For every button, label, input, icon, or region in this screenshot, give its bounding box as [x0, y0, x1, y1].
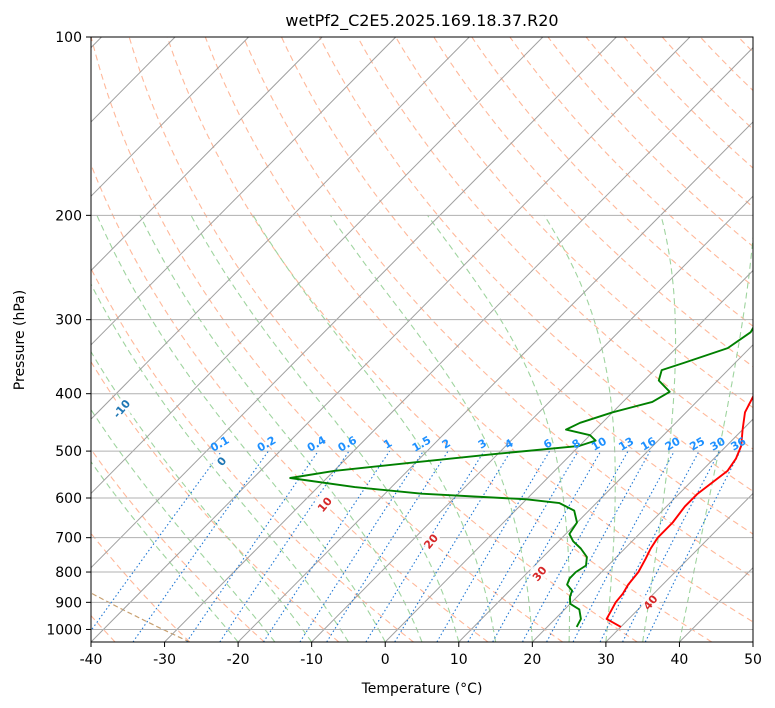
x-tick-label: -40 [80, 652, 103, 668]
chart-title: wetPf2_C2E5.2025.169.18.37.R20 [285, 11, 558, 31]
x-tick-label: -30 [153, 652, 176, 668]
x-tick-label: 20 [523, 652, 541, 668]
isotherm-line [91, 37, 470, 420]
isotherm-line [91, 37, 323, 272]
isotherm-line [531, 418, 753, 642]
moist-adiabat-line [642, 215, 677, 642]
y-axis: 100 200 300 400 500 600 700 800 900 1000 [46, 30, 91, 638]
moist-adiabat-line [329, 214, 533, 642]
x-axis-label: Temperature (°C) [361, 681, 483, 697]
x-tick-label: 10 [450, 652, 468, 668]
y-axis-label: Pressure (hPa) [12, 290, 28, 390]
moist-adiabat-line [91, 350, 313, 642]
plot-frame [90, 36, 754, 643]
isotherm-line [752, 641, 753, 642]
y-tick-label: 1000 [46, 622, 82, 638]
isotherm-line [91, 37, 249, 197]
dry-adiabat-line [204, 37, 753, 623]
dry-adiabat-label-bg [530, 566, 549, 579]
mixing-ratio-line [299, 450, 424, 642]
x-tick-label: -20 [227, 652, 250, 668]
y-tick-label: 100 [55, 30, 82, 46]
moist-adiabat-line [139, 215, 423, 642]
y-tick-label: 200 [55, 208, 82, 224]
isotherm-line [458, 344, 753, 642]
dry-adiabat-label-bg [421, 534, 440, 547]
mixing-ratio-line [91, 450, 223, 632]
dry-adiabat-label-bg [641, 595, 660, 608]
moist-adiabat-line [91, 408, 276, 642]
dry-adiabat-line [471, 37, 753, 327]
mixing-ratio-line [644, 450, 741, 642]
moist-adiabat-line [427, 214, 571, 642]
moist-adiabat-line [96, 215, 386, 642]
x-tick-label: 50 [744, 652, 762, 668]
moist-adiabat-line [678, 230, 753, 642]
dry-adiabat-label-bg [212, 454, 231, 467]
mixing-ratio-line [394, 450, 512, 642]
isotherm-line [237, 121, 753, 642]
x-axis: -40 -30 -20 -10 0 10 20 30 40 50 [80, 642, 762, 668]
mixing-ratio-line [546, 450, 651, 642]
mixing-ratio-line [263, 450, 391, 642]
dry-adiabat-line [242, 37, 753, 579]
x-tick-label: 40 [671, 652, 689, 668]
moist-adiabat-line [190, 215, 460, 642]
dry-adiabat-line [281, 37, 753, 535]
mixing-ratio-line [132, 450, 269, 642]
mixing-ratio-line [186, 450, 319, 642]
isotherm-line [91, 37, 397, 346]
dry-adiabat-label-bg [112, 401, 131, 414]
dry-adiabat-label-bg [315, 497, 334, 510]
dry-adiabat-line [128, 37, 638, 642]
isotherm-line [91, 37, 617, 569]
isotherm-line [605, 492, 753, 642]
y-tick-label: 300 [55, 313, 82, 329]
mixing-ratio-line [522, 450, 629, 642]
moist-adiabat-line [543, 215, 616, 642]
y-tick-label: 900 [55, 595, 82, 611]
dry-adiabat-line [91, 267, 414, 642]
dry-adiabat-line [91, 448, 265, 642]
y-tick-label: 600 [55, 491, 82, 507]
mixing-ratio-line [219, 450, 350, 642]
isotherm-line [311, 195, 753, 642]
moist-adiabat-line [91, 460, 239, 642]
x-tick-label: -10 [300, 652, 323, 668]
mixing-ratio-line [492, 450, 602, 642]
dry-adiabat-line [357, 37, 753, 450]
isotherm-line [164, 46, 753, 642]
dry-adiabat-line [91, 37, 563, 642]
dry-adiabat-line [395, 37, 753, 409]
isotherm-line [91, 37, 691, 642]
dry-adiabat-line [433, 37, 753, 368]
sounding-profile-line [289, 326, 753, 628]
y-tick-label: 400 [55, 387, 82, 403]
isotherm-line [91, 37, 544, 495]
dry-adiabat-line [91, 360, 340, 642]
mixing-ratio-line [572, 450, 675, 642]
sounding-profile-line [605, 394, 753, 628]
sounding-profiles [289, 326, 753, 628]
dry-adiabat-line [319, 37, 753, 492]
y-tick-label: 500 [55, 444, 82, 460]
isotherm-line [384, 269, 753, 642]
plot-area [91, 37, 753, 642]
dry-adiabat-line [509, 37, 753, 287]
dry-adiabat-line [166, 37, 713, 642]
x-tick-label: 30 [597, 652, 615, 668]
mixing-ratio-line [326, 450, 449, 642]
mixing-ratio-line [365, 450, 485, 642]
y-tick-label: 700 [55, 531, 82, 547]
y-tick-label: 800 [55, 565, 82, 581]
x-tick-label: 0 [381, 652, 390, 668]
